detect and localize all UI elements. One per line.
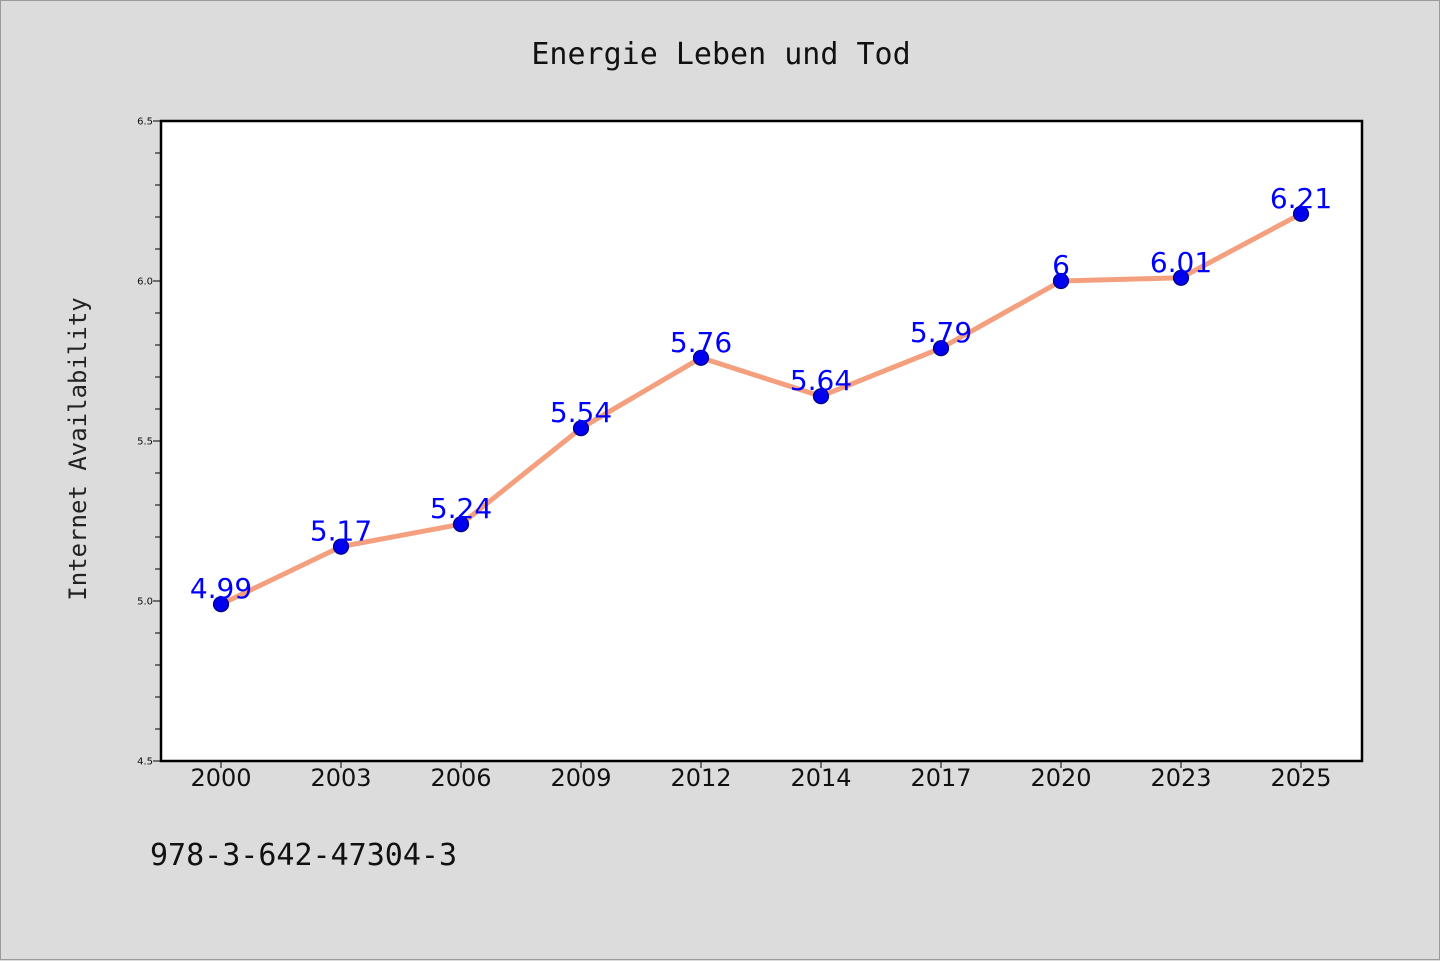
data-point xyxy=(332,538,350,555)
chart-title: Energie Leben und Tod xyxy=(531,37,910,72)
data-point xyxy=(1052,272,1070,290)
x-tick-label: 2025 xyxy=(1270,764,1331,792)
x-tick-label: 2023 xyxy=(1150,764,1211,792)
data-label: 5.64 xyxy=(790,364,852,397)
data-label: 5.76 xyxy=(670,326,732,359)
series-line-group xyxy=(212,205,1310,613)
x-tick-label: 2014 xyxy=(790,764,851,792)
data-label: 6 xyxy=(1052,249,1070,282)
data-point xyxy=(572,420,590,437)
data-labels: 4.99 5.17 5.24 5.54 5.76 5.64 5.79 6 6.01 6.21 xyxy=(190,182,1332,605)
x-tick-label: 2017 xyxy=(910,764,971,792)
data-label: 6.21 xyxy=(1270,182,1332,215)
y-tick-label: 6.0 xyxy=(137,277,153,288)
x-tick-label: 2003 xyxy=(310,764,371,792)
data-point xyxy=(812,388,830,405)
data-label: 5.54 xyxy=(550,396,612,429)
y-axis-ticks: 4.5 5.0 5.5 6.0 6.5 xyxy=(137,117,161,768)
data-point xyxy=(452,516,470,533)
data-label: 5.17 xyxy=(310,515,372,548)
x-axis-ticks: 2000 2003 2006 2009 2012 2014 2017 2020 2023 2025 xyxy=(190,761,1332,792)
x-tick-label: 2006 xyxy=(430,764,491,792)
data-label: 4.99 xyxy=(190,572,252,605)
y-axis-label: Internet Availability xyxy=(64,297,92,600)
x-tick-label: 2012 xyxy=(670,764,731,792)
x-tick-label: 2020 xyxy=(1030,764,1091,792)
y-tick-label: 4.5 xyxy=(137,757,153,768)
data-label: 5.24 xyxy=(430,492,492,525)
y-tick-label: 5.5 xyxy=(137,437,153,448)
data-point xyxy=(1292,205,1310,222)
data-point xyxy=(932,340,950,357)
plot-area xyxy=(159,119,1364,763)
data-point xyxy=(692,349,710,366)
data-point xyxy=(212,596,230,613)
isbn-annotation: 978-3-642-47304-3 xyxy=(150,838,457,873)
y-tick-label: 5.0 xyxy=(137,597,153,608)
y-tick-label: 6.5 xyxy=(137,117,153,128)
x-tick-label: 2000 xyxy=(190,764,251,792)
series-line xyxy=(218,211,1304,607)
data-point xyxy=(1172,269,1190,286)
data-label: 5.79 xyxy=(910,316,972,349)
x-tick-label: 2009 xyxy=(550,764,611,792)
data-label: 6.01 xyxy=(1150,246,1212,279)
